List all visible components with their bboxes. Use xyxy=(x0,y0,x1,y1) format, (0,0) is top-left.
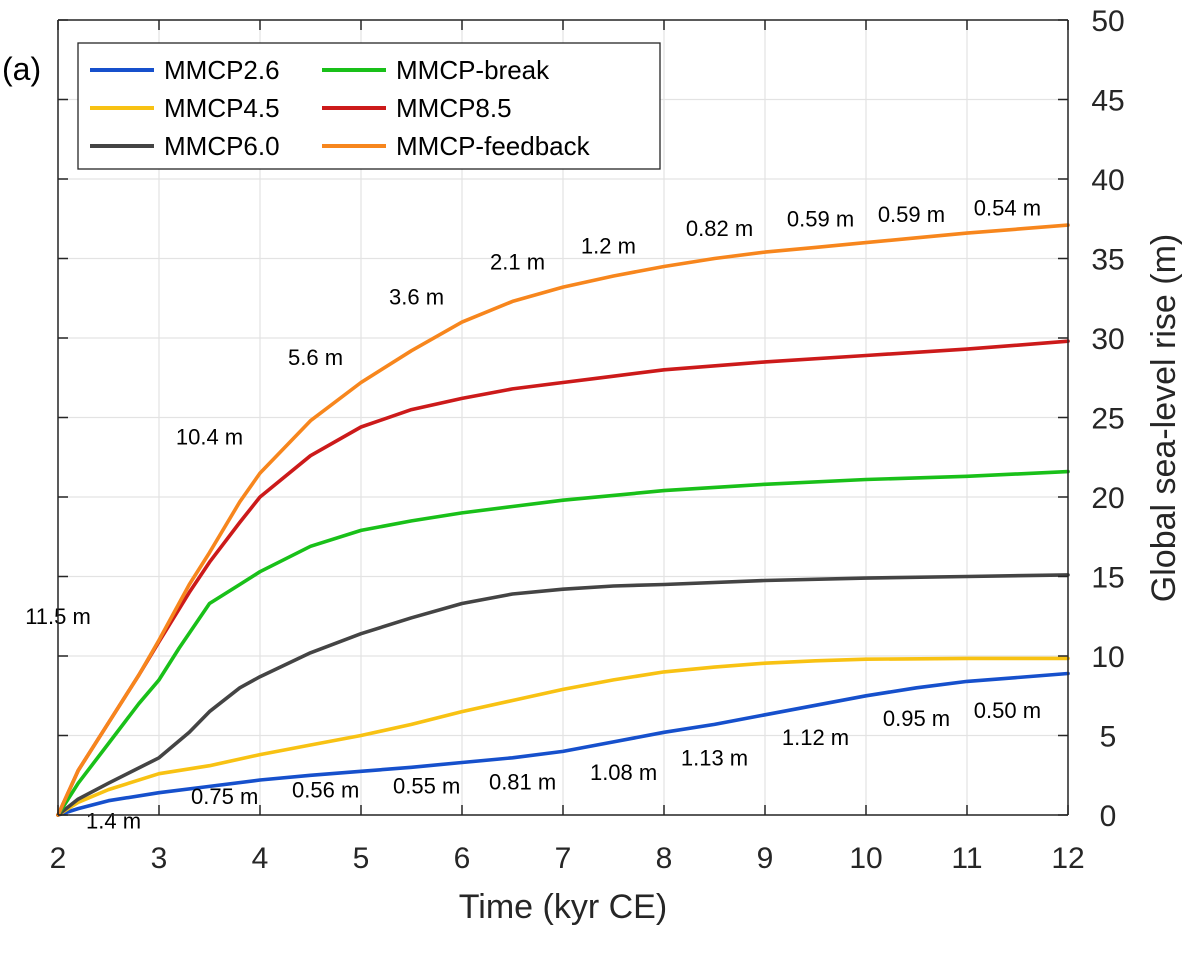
x-tick-label: 8 xyxy=(656,842,673,875)
segment-label: 0.95 m xyxy=(883,706,950,731)
segment-label: 0.50 m xyxy=(974,698,1041,723)
y-tick-label: 15 xyxy=(1091,562,1124,595)
y-axis-label: Global sea-level rise (m) xyxy=(1145,234,1183,602)
x-tick-label: 5 xyxy=(353,842,370,875)
legend-label: MMCP8.5 xyxy=(396,93,512,123)
segment-label: 1.12 m xyxy=(782,725,849,750)
y-tick-label: 20 xyxy=(1091,482,1124,515)
x-tick-label: 6 xyxy=(454,842,471,875)
legend-label: MMCP-break xyxy=(396,55,550,85)
legend-label: MMCP4.5 xyxy=(164,93,280,123)
segment-label: 5.6 m xyxy=(288,345,343,370)
legend-label: MMCP-feedback xyxy=(396,131,591,161)
y-tick-label: 10 xyxy=(1091,641,1124,674)
segment-label: 1.13 m xyxy=(681,746,748,771)
y-tick-label: 50 xyxy=(1091,5,1124,38)
segment-label: 1.4 m xyxy=(86,809,141,834)
series-line-MMCP4.5 xyxy=(56,656,1070,817)
y-tick-label: 35 xyxy=(1091,244,1124,277)
segment-label: 3.6 m xyxy=(389,285,444,310)
x-tick-label: 9 xyxy=(757,842,774,875)
y-tick-label: 0 xyxy=(1100,800,1117,833)
segment-label: 0.55 m xyxy=(393,774,460,799)
y-tick-label: 25 xyxy=(1091,403,1124,436)
segment-label: 1.2 m xyxy=(581,234,636,259)
legend: MMCP2.6 MMCP4.5 MMCP6.0 MMCP-break MMCP8.5 MM… xyxy=(77,42,661,170)
segment-label: 0.81 m xyxy=(489,770,556,795)
x-tick-label: 7 xyxy=(555,842,572,875)
x-tick-label: 4 xyxy=(252,842,269,875)
series-line-MMCP6.0 xyxy=(56,573,1070,817)
segment-label: 1.08 m xyxy=(590,760,657,785)
segment-label: 0.75 m xyxy=(191,784,258,809)
x-tick-label: 10 xyxy=(849,842,882,875)
series-line-MMCP-feedback xyxy=(56,223,1070,817)
x-axis-label: Time (kyr CE) xyxy=(459,888,667,926)
x-tick-label: 3 xyxy=(151,842,168,875)
x-tick-label: 11 xyxy=(951,842,982,875)
series-line-MMCP2.6 xyxy=(56,671,1070,817)
y-tick-label: 40 xyxy=(1091,164,1124,197)
segment-label: 2.1 m xyxy=(490,250,545,275)
segment-label: 0.59 m xyxy=(787,207,854,232)
legend-label: MMCP6.0 xyxy=(164,131,280,161)
segment-annotations: 11.5 m10.4 m5.6 m3.6 m2.1 m1.2 m0.82 m 0.… xyxy=(25,196,1041,834)
x-tick-label: 12 xyxy=(1051,842,1084,875)
segment-label: 0.59 m xyxy=(878,202,945,227)
y-tick-label: 5 xyxy=(1100,721,1117,754)
segment-label: 10.4 m xyxy=(176,425,243,450)
y-tick-label: 30 xyxy=(1091,323,1124,356)
legend-label: MMCP2.6 xyxy=(164,55,280,85)
x-tick-label: 2 xyxy=(50,842,67,875)
segment-label: 0.54 m xyxy=(974,196,1041,221)
y-tick-label: 45 xyxy=(1091,85,1124,118)
segment-label: 0.56 m xyxy=(292,778,359,803)
series-lines xyxy=(56,223,1070,817)
panel-label: (a) xyxy=(2,51,41,87)
segment-label: 0.82 m xyxy=(686,216,753,241)
series-line-MMCP-break xyxy=(56,469,1070,817)
